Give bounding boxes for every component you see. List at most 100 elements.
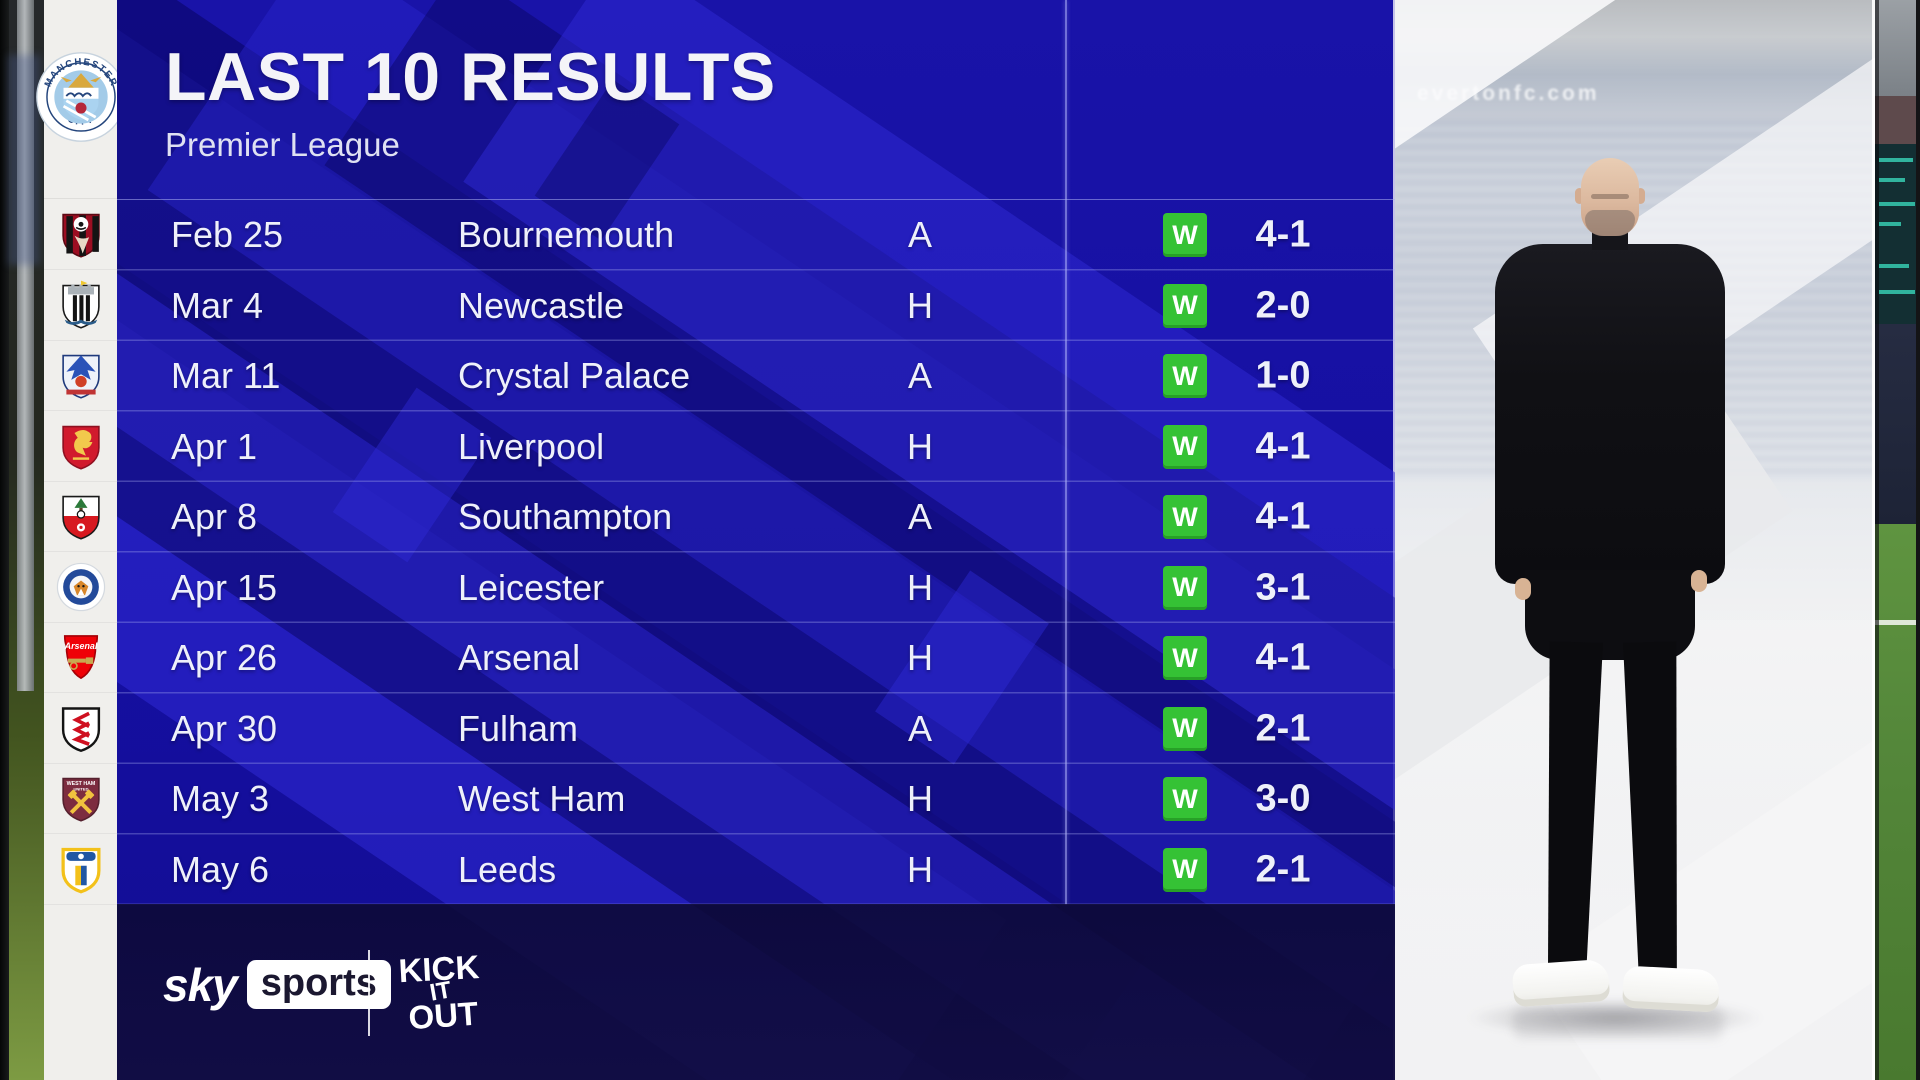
match-score: 4-1 bbox=[1255, 495, 1311, 538]
result-badge: W bbox=[1163, 424, 1207, 469]
match-date: Apr 30 bbox=[171, 707, 278, 749]
opponent-crest-liverpool bbox=[44, 411, 117, 482]
hand bbox=[1515, 578, 1531, 600]
match-date: May 6 bbox=[171, 848, 270, 890]
match-date: Apr 26 bbox=[171, 637, 278, 679]
panel-footer: sky sports KICK IT OUT bbox=[117, 904, 1395, 1080]
opponent-name: Arsenal bbox=[458, 637, 581, 679]
match-score: 4-1 bbox=[1255, 425, 1311, 468]
venue-indicator: H bbox=[907, 848, 933, 890]
opponent-crest-crystal-palace bbox=[44, 340, 117, 412]
venue-indicator: H bbox=[907, 284, 933, 326]
stand-seats bbox=[1875, 324, 1920, 524]
logo-divider bbox=[368, 950, 370, 1036]
grey-beard bbox=[1585, 210, 1635, 236]
ear bbox=[1636, 188, 1645, 204]
opponent-name: Bournemouth bbox=[458, 214, 675, 256]
results-table: Feb 25 Bournemouth A W 4-1 Mar 4 Newcastle H W 2-… bbox=[117, 199, 1395, 905]
stand-fascia bbox=[1875, 96, 1920, 144]
result-letter: W bbox=[1172, 572, 1198, 603]
result-row: May 3 West Ham H W 3-0 bbox=[117, 764, 1395, 835]
column-divider bbox=[1065, 0, 1067, 905]
result-row: May 6 Leeds H W 2-1 bbox=[117, 835, 1395, 906]
match-score: 2-1 bbox=[1255, 848, 1311, 891]
venue-indicator: A bbox=[907, 496, 932, 538]
result-row: Feb 25 Bournemouth A W 4-1 bbox=[117, 200, 1395, 271]
sky-sports-logo: sky sports bbox=[163, 960, 391, 1009]
match-score: 4-1 bbox=[1255, 213, 1311, 256]
result-badge: W bbox=[1163, 636, 1207, 681]
result-row: Apr 1 Liverpool H W 4-1 bbox=[117, 412, 1395, 483]
opponent-name: Newcastle bbox=[458, 284, 625, 326]
venue-indicator: A bbox=[907, 214, 932, 256]
opponent-crest-southampton bbox=[44, 481, 117, 553]
panel-header: LAST 10 RESULTS Premier League bbox=[165, 38, 776, 164]
result-badge: W bbox=[1163, 283, 1207, 328]
panel-edge-highlight bbox=[1872, 0, 1875, 1080]
venue-indicator: H bbox=[907, 778, 933, 820]
result-badge: W bbox=[1163, 495, 1207, 540]
opponent-crest-west-ham-united: WEST HAM UNITED bbox=[44, 763, 117, 835]
venue-indicator: A bbox=[907, 707, 932, 749]
result-letter: W bbox=[1172, 642, 1198, 673]
result-letter: W bbox=[1172, 431, 1198, 462]
result-badge: W bbox=[1163, 565, 1207, 610]
opponent-name: Leeds bbox=[458, 848, 557, 890]
sky-logo-text: sky bbox=[163, 958, 238, 1011]
svg-text:Arsenal: Arsenal bbox=[63, 641, 97, 651]
opponent-crest-arsenal: Arsenal bbox=[44, 622, 117, 694]
match-date: Feb 25 bbox=[171, 214, 284, 256]
match-date: Mar 11 bbox=[171, 355, 281, 397]
manchester-city-crest-icon: MANCHESTERCITY bbox=[35, 51, 127, 148]
opponent-name: Southampton bbox=[458, 496, 673, 538]
sports-logo-box: sports bbox=[246, 960, 391, 1009]
result-letter: W bbox=[1172, 501, 1198, 532]
opponent-crest-fulham bbox=[44, 693, 117, 764]
opponent-name: Crystal Palace bbox=[458, 355, 691, 397]
match-date: Apr 15 bbox=[171, 566, 278, 608]
sports-logo-text: sports bbox=[260, 962, 377, 1004]
ear bbox=[1575, 188, 1584, 204]
result-badge: W bbox=[1163, 354, 1207, 399]
result-letter: W bbox=[1172, 783, 1198, 814]
head bbox=[1581, 158, 1639, 236]
venue-indicator: H bbox=[907, 566, 933, 608]
manager-photo-panel: evertonfc.com bbox=[1395, 0, 1875, 1080]
black-jacket bbox=[1495, 244, 1725, 584]
result-row: Mar 4 Newcastle H W 2-0 bbox=[117, 271, 1395, 342]
svg-text:WEST HAM: WEST HAM bbox=[66, 781, 95, 787]
competition-subtitle: Premier League bbox=[165, 126, 400, 163]
background-video-right-sliver bbox=[1875, 0, 1920, 1080]
trouser-leg bbox=[1621, 641, 1688, 972]
background-video-left-sliver bbox=[0, 0, 44, 1080]
opponent-crest-leicester-city bbox=[44, 552, 117, 623]
scoreboard-sliver bbox=[1875, 144, 1920, 324]
result-letter: W bbox=[1172, 290, 1198, 321]
result-letter: W bbox=[1172, 713, 1198, 744]
venue-indicator: H bbox=[907, 425, 933, 467]
stand-roof bbox=[1875, 0, 1920, 96]
white-sneaker bbox=[1621, 965, 1721, 1013]
trouser-leg bbox=[1539, 641, 1606, 972]
match-date: May 3 bbox=[171, 778, 270, 820]
result-row: Apr 15 Leicester H W 3-1 bbox=[117, 553, 1395, 624]
opponent-crest-afc-bournemouth bbox=[44, 199, 117, 271]
svg-text:UNITED: UNITED bbox=[73, 787, 88, 792]
opponent-name: Liverpool bbox=[458, 425, 605, 467]
result-letter: W bbox=[1172, 854, 1198, 885]
result-badge: W bbox=[1163, 847, 1207, 892]
frame-edge bbox=[1916, 0, 1920, 1080]
result-row: Mar 11 Crystal Palace A W 1-0 bbox=[117, 341, 1395, 412]
pep-guardiola-figure bbox=[1465, 150, 1765, 1060]
club-crest-tile: MANCHESTERCITY bbox=[35, 0, 126, 199]
panel-shadow-edge bbox=[1875, 0, 1879, 1080]
result-row: Apr 8 Southampton A W 4-1 bbox=[117, 482, 1395, 553]
venue-indicator: A bbox=[907, 355, 932, 397]
brow-shading bbox=[1591, 194, 1629, 199]
kick-it-out-logo: KICK IT OUT bbox=[390, 939, 492, 1044]
result-letter: W bbox=[1172, 360, 1198, 391]
result-badge: W bbox=[1163, 213, 1207, 258]
pitch-sliver bbox=[1875, 524, 1920, 1080]
